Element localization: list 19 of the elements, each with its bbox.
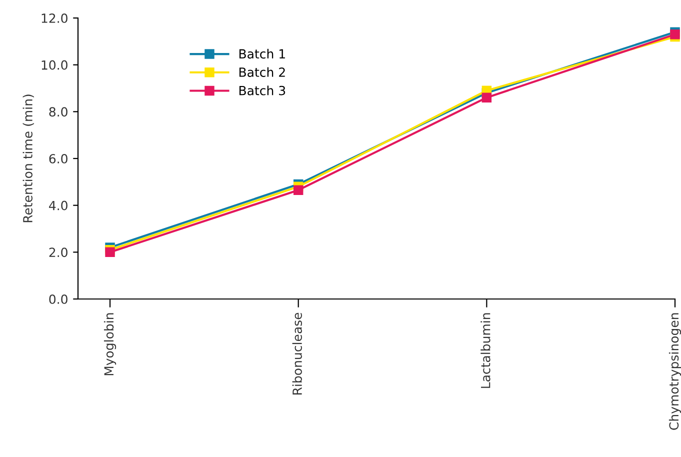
x-tick-label: Chymotrypsinogen — [668, 313, 681, 430]
point — [293, 185, 304, 195]
point — [105, 247, 115, 258]
y-tick-label: 0.0 — [49, 294, 68, 304]
y-tick-label: 8.0 — [49, 107, 68, 117]
y-tick-label: 6.0 — [49, 154, 68, 164]
x-tick-label: Ribonuclease — [292, 312, 302, 394]
legend-label: Batch 3 — [239, 86, 286, 96]
y-tick-label: 10.0 — [42, 60, 68, 70]
y-tick-label: 4.0 — [49, 200, 68, 210]
y-tick-label: 12.0 — [42, 13, 68, 23]
y-tick-label: 2.0 — [49, 248, 68, 258]
legend-label: Batch 2 — [239, 67, 285, 77]
x-tick-label: Lactalbumin — [480, 313, 490, 388]
legend-label: Batch 1 — [239, 48, 285, 59]
y-axis-title: Retention time (min) — [22, 94, 34, 222]
x-tick-label: Myoglobin — [104, 313, 116, 376]
point — [482, 92, 492, 102]
point — [670, 30, 680, 40]
